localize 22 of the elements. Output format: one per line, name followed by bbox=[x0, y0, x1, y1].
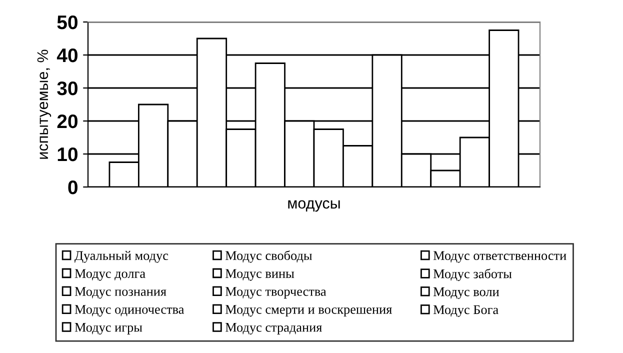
y-tick-label: 0 bbox=[68, 180, 78, 194]
legend-label: Модус одиночества bbox=[74, 305, 184, 317]
y-tick-label: 30 bbox=[57, 81, 78, 96]
y-tick-label: 20 bbox=[57, 114, 78, 128]
legend-label: Модус воли bbox=[433, 287, 500, 299]
legend-label: Модус заботы bbox=[433, 268, 512, 281]
y-axis-title: испытуемые, % bbox=[37, 50, 52, 159]
legend-label: Модус смерти и воскрешения bbox=[225, 305, 392, 317]
legend-label: Модус страдания bbox=[225, 323, 322, 335]
y-tick-label: 40 bbox=[56, 48, 78, 62]
y-tick-label: 50 bbox=[57, 15, 78, 30]
x-axis-title: модусы bbox=[288, 200, 340, 212]
legend-label: Модус ответственности bbox=[433, 251, 566, 263]
legend-label: Модус игры bbox=[74, 323, 142, 335]
legend-label: Дуальный модус bbox=[74, 250, 168, 263]
legend-label: Модус познания bbox=[74, 287, 166, 299]
legend-label: Модус вины bbox=[225, 269, 294, 281]
legend-label: Модус Бога bbox=[433, 305, 498, 317]
legend-label: Модус долга bbox=[74, 269, 146, 281]
legend-label: Модус творчества bbox=[225, 287, 326, 299]
y-tick-label: 10 bbox=[58, 147, 78, 162]
legend-label: Модус свободы bbox=[225, 250, 312, 263]
